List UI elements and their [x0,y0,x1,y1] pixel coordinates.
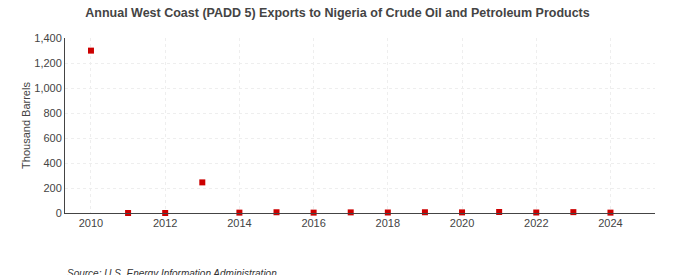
svg-text:2016: 2016 [301,217,325,229]
svg-text:2018: 2018 [376,217,400,229]
svg-text:2022: 2022 [524,217,548,229]
svg-text:600: 600 [43,132,61,144]
svg-text:Thousand Barrels: Thousand Barrels [20,82,32,169]
svg-text:400: 400 [43,157,61,169]
svg-text:1,000: 1,000 [34,82,62,94]
svg-text:1,400: 1,400 [34,32,62,44]
svg-text:0: 0 [56,207,62,219]
svg-text:800: 800 [43,107,61,119]
svg-text:2020: 2020 [450,217,474,229]
svg-text:2012: 2012 [153,217,177,229]
svg-text:1,200: 1,200 [34,57,62,69]
svg-text:200: 200 [43,182,61,194]
svg-text:2014: 2014 [227,217,251,229]
svg-text:2024: 2024 [598,217,622,229]
svg-text:Source: U.S. Energy Informatio: Source: U.S. Energy Information Administ… [67,268,277,275]
svg-text:2010: 2010 [79,217,103,229]
svg-text:Annual West Coast (PADD 5) Exp: Annual West Coast (PADD 5) Exports to Ni… [85,6,590,20]
